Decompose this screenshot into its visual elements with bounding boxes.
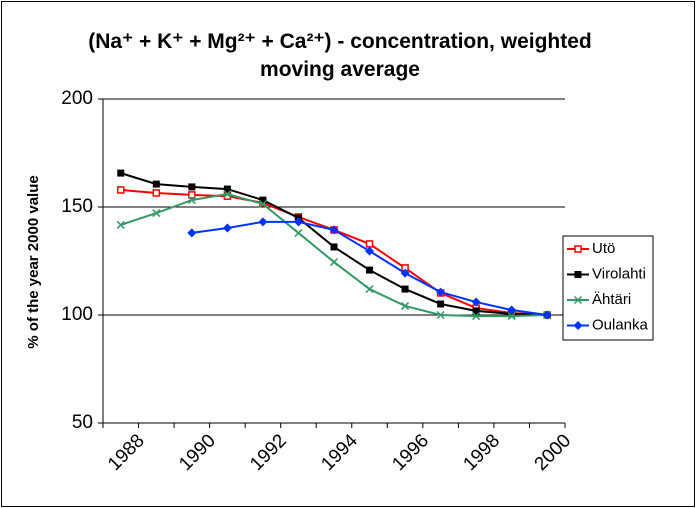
marker xyxy=(188,191,196,199)
x-tick-label: 1992 xyxy=(246,430,291,475)
marker xyxy=(152,189,161,197)
y-tick-label: 100 xyxy=(61,304,93,325)
marker xyxy=(188,183,196,191)
marker xyxy=(258,199,267,209)
marker xyxy=(117,169,125,177)
marker xyxy=(259,196,267,204)
marker xyxy=(472,312,481,321)
marker xyxy=(222,223,232,233)
marker xyxy=(187,228,197,238)
x-tick-label: 2000 xyxy=(531,430,576,475)
x-tick-label: 1988 xyxy=(104,430,149,475)
marker xyxy=(436,287,446,297)
marker xyxy=(574,245,582,253)
x-tick-label: 1990 xyxy=(175,430,220,475)
marker xyxy=(152,180,160,188)
y-tick-label: 200 xyxy=(61,88,93,109)
marker xyxy=(401,301,410,310)
marker xyxy=(187,196,196,205)
marker xyxy=(401,285,409,293)
marker xyxy=(471,297,481,307)
marker xyxy=(329,258,339,267)
marker xyxy=(366,266,374,274)
marker xyxy=(293,217,303,227)
y-axis-label: % of the year 2000 value xyxy=(25,175,42,348)
marker xyxy=(542,310,552,320)
marker xyxy=(437,300,445,308)
marker xyxy=(223,185,231,193)
marker xyxy=(507,312,516,321)
series-line xyxy=(120,188,548,316)
marker xyxy=(507,305,517,315)
marker xyxy=(152,209,161,218)
y-tick-label: 50 xyxy=(72,412,93,433)
marker xyxy=(472,307,480,315)
legend-label: Utö xyxy=(592,240,615,257)
legend-label: Oulanka xyxy=(592,316,649,333)
x-tick-label: 1998 xyxy=(459,430,504,475)
x-tick-label: 1994 xyxy=(317,430,362,475)
marker xyxy=(365,246,375,256)
marker xyxy=(400,268,410,278)
y-tick-label: 150 xyxy=(61,196,93,217)
marker xyxy=(116,220,125,229)
marker xyxy=(294,228,303,237)
series-line xyxy=(120,193,548,318)
marker xyxy=(436,310,445,320)
legend-label: Ähtäri xyxy=(592,291,631,308)
marker xyxy=(365,240,374,248)
chart-title: (Na⁺ + K⁺ + Mg²⁺ + Ca²⁺) - concentration… xyxy=(88,30,592,81)
marker xyxy=(330,243,338,251)
marker xyxy=(329,225,339,235)
marker xyxy=(365,285,374,294)
marker xyxy=(573,295,583,305)
marker xyxy=(574,271,582,278)
marker xyxy=(117,186,125,194)
marker xyxy=(258,217,268,227)
marker xyxy=(573,321,583,330)
marker xyxy=(223,190,232,199)
x-tick-label: 1996 xyxy=(388,430,433,475)
legend-label: Virolahti xyxy=(592,265,646,282)
